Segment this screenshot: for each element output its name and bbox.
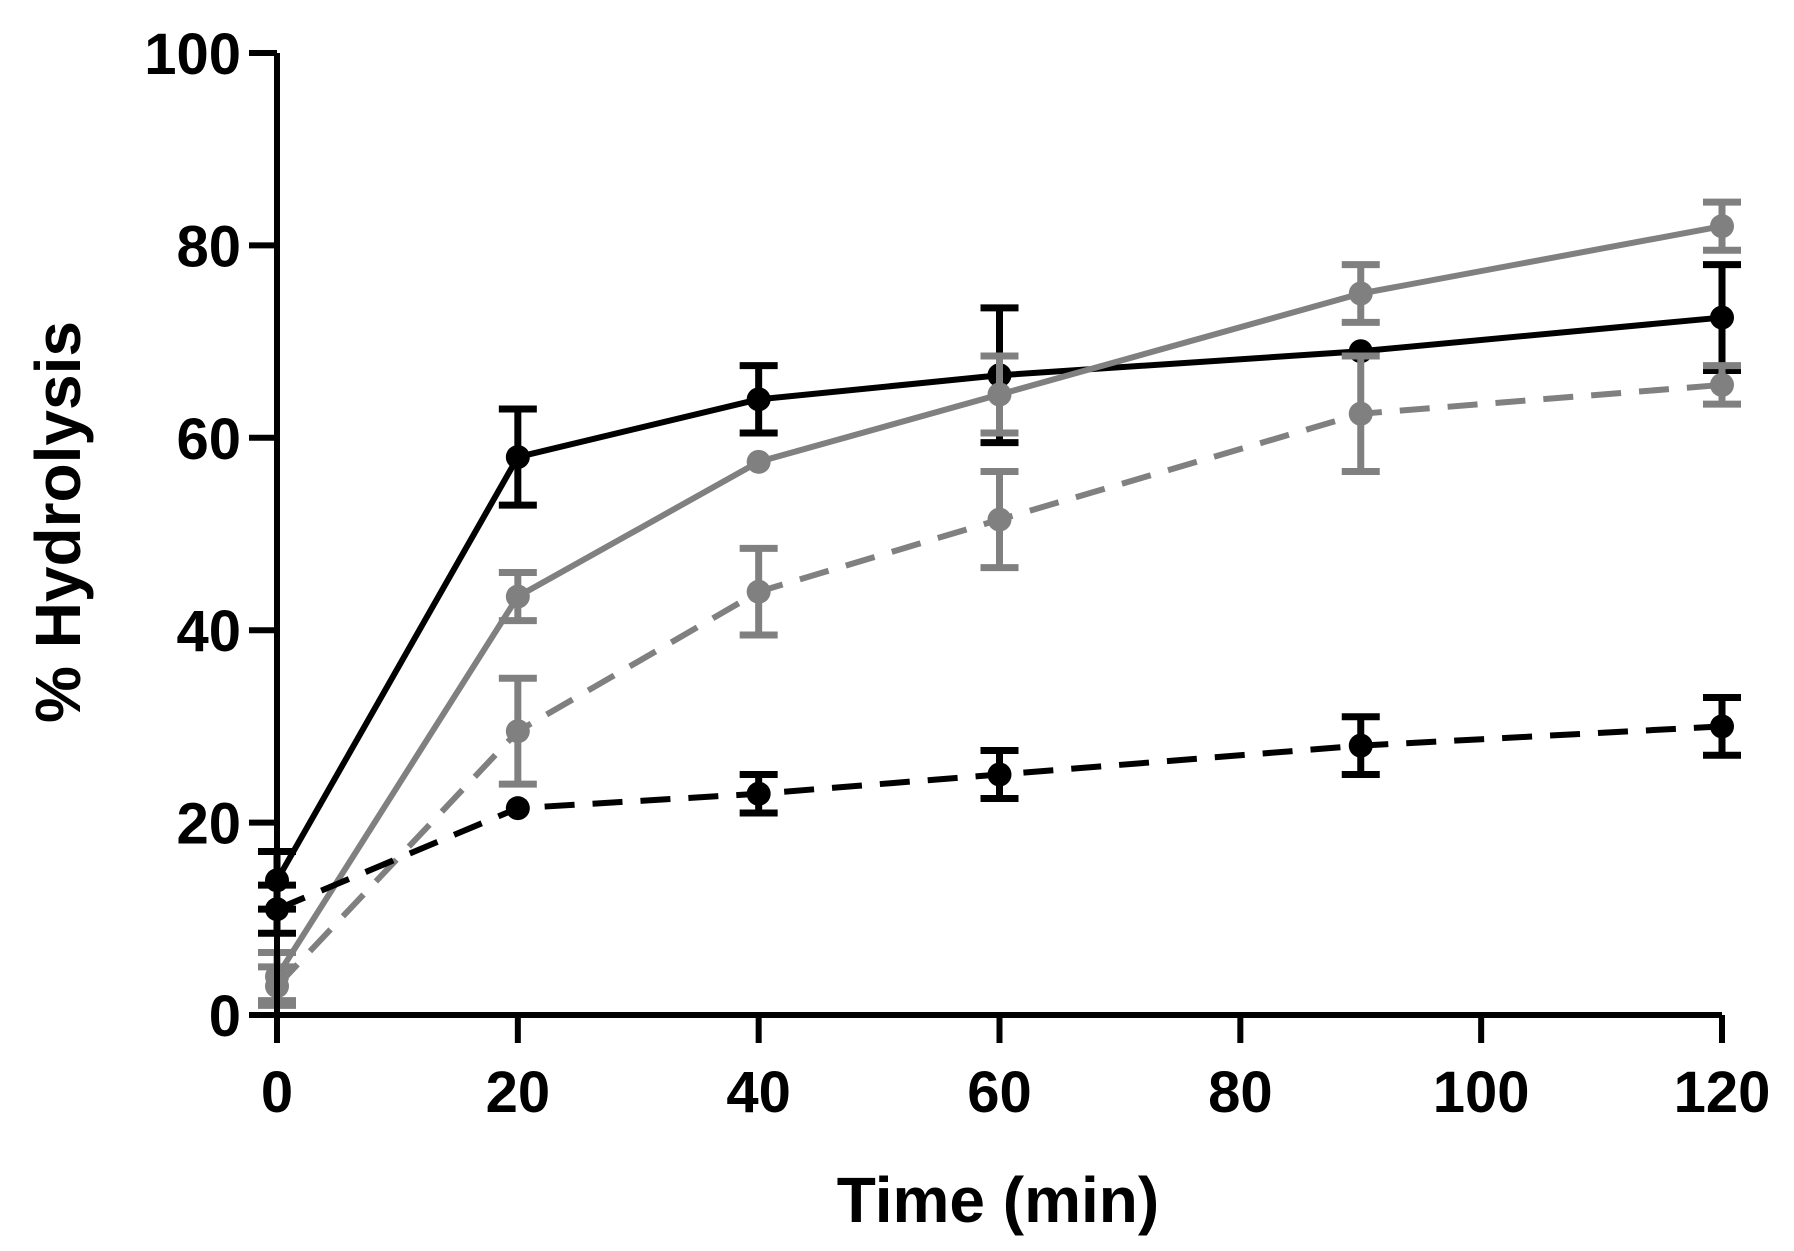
series-line — [274, 223, 1723, 979]
y-tick-label: 60 — [176, 407, 241, 472]
y-tick-label: 40 — [176, 599, 241, 664]
series-line — [275, 723, 1723, 912]
data-point — [746, 449, 771, 474]
data-point — [987, 382, 1012, 407]
data-point — [505, 445, 530, 470]
series-line — [274, 314, 1723, 882]
x-tick-label: 40 — [726, 1060, 791, 1125]
series-layer — [258, 198, 1741, 1009]
data-point — [987, 762, 1012, 787]
data-point — [505, 796, 530, 821]
y-tick-label: 100 — [144, 22, 241, 87]
data-point — [1348, 733, 1373, 758]
data-point — [746, 387, 771, 412]
y-ticks: 0 20 40 60 80 100 — [144, 22, 277, 1049]
data-point — [1710, 372, 1734, 397]
data-point — [505, 584, 530, 609]
series-line — [274, 381, 1723, 989]
data-point — [1710, 305, 1734, 330]
data-point — [1710, 214, 1734, 239]
series-gray-solid — [258, 198, 1741, 1005]
x-tick-label: 20 — [486, 1060, 551, 1125]
data-point — [1348, 281, 1373, 306]
data-point — [1348, 401, 1373, 426]
x-tick-label: 0 — [261, 1060, 293, 1125]
data-point — [987, 507, 1012, 532]
data-point — [746, 579, 771, 604]
y-tick-label: 0 — [209, 984, 241, 1049]
y-axis-title: % Hydrolysis — [22, 321, 94, 723]
x-tick-label: 100 — [1433, 1060, 1530, 1125]
x-tick-label: 80 — [1208, 1060, 1273, 1125]
x-ticks: 0 20 40 60 80 100 120 — [261, 1015, 1771, 1125]
data-point — [746, 781, 771, 806]
y-tick-label: 20 — [176, 792, 241, 857]
x-axis-title: Time (min) — [837, 1164, 1159, 1236]
y-tick-label: 80 — [176, 214, 241, 279]
series-gray-dashed — [258, 352, 1741, 1009]
series-black-dashed — [258, 694, 1741, 937]
data-point — [1710, 714, 1734, 739]
x-tick-label: 60 — [967, 1060, 1032, 1125]
data-point — [505, 719, 530, 744]
x-tick-label: 120 — [1674, 1060, 1771, 1125]
